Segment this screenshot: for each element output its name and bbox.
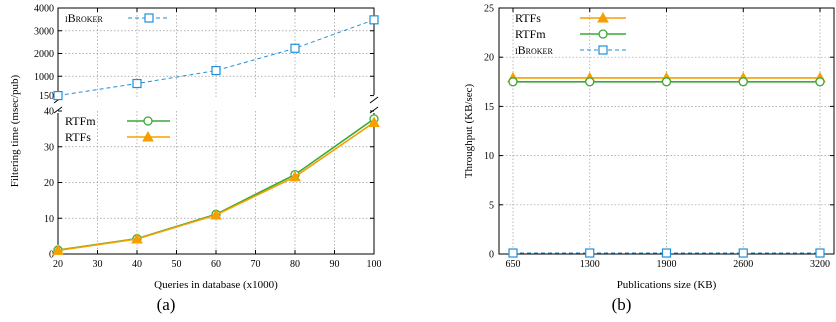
legend-a-label-rtfm: RTFm (65, 114, 96, 128)
xtick-b-label: 650 (506, 259, 521, 270)
ytick-b-label: 5 (489, 200, 494, 211)
legend-a-marker-rtfs (142, 130, 154, 142)
ytick-a-upper-label: 150 (39, 91, 54, 102)
legend-a-label-rtfs: RTFs (65, 130, 91, 144)
x-axis-label-b: Publications size (KB) (617, 279, 717, 291)
xtick-b-label: 2600 (733, 259, 753, 270)
series-a-rtfs-point-0 (52, 244, 64, 255)
legend-b-marker-rtfs (597, 11, 609, 23)
chart-a: 150 1000 2000 3000 4000 0 10 20 30 40 20 30 40 50 60 70… (9, 4, 382, 315)
series-a-ibroker-point-0 (53, 90, 63, 101)
ytick-a-lower-label: 0 (49, 250, 54, 261)
y-axis-label-a: Filtering time (msec/pub) (9, 74, 21, 187)
y-axis-label-b: Throughput (KB/sec) (463, 83, 475, 178)
xtick-b-label: 3200 (810, 259, 830, 270)
series-a-rtfs-point-3 (289, 170, 301, 182)
xtick-a-label: 30 (93, 259, 103, 270)
panel-label-b: (b) (612, 295, 632, 314)
legend-b-marker-rtfm (598, 29, 608, 39)
xtick-a-label: 50 (172, 259, 182, 270)
ytick-a-upper-label: 2000 (34, 49, 54, 60)
xtick-a-label: 70 (251, 259, 261, 270)
series-a-ibroker-point-3 (290, 43, 300, 53)
xtick-a-label: 90 (330, 259, 340, 270)
xtick-a-label: 100 (367, 259, 382, 270)
legend-a-label-ibroker: iBroker (65, 11, 103, 25)
series-a-ibroker-point-4 (369, 15, 379, 25)
ytick-a-lower-label: 10 (44, 214, 54, 225)
series-a-rtfs-point-1 (131, 232, 143, 244)
x-axis-label-a: Queries in database (x1000) (154, 279, 278, 291)
ytick-b-label: 0 (489, 250, 494, 261)
xtick-a-label: 20 (53, 259, 63, 270)
series-b-rtfm-point-1 (585, 77, 595, 87)
ytick-a-upper-label: 4000 (34, 4, 54, 15)
series-a-rtfs-point-2 (210, 209, 222, 220)
xtick-a-label: 80 (290, 259, 300, 270)
legend-a-marker-rtfm (143, 116, 153, 126)
ytick-b-label: 20 (484, 53, 494, 64)
series-b-rtfm-point-4 (815, 77, 825, 87)
xtick-b-label: 1300 (580, 259, 600, 270)
series-b-ibroker-point-4 (815, 248, 825, 258)
xtick-a-label: 40 (132, 259, 142, 270)
ytick-a-lower-label: 30 (44, 142, 54, 153)
ytick-a-lower-label: 40 (44, 107, 54, 118)
xtick-b-label: 1900 (657, 259, 677, 270)
series-b-rtfm-point-0 (508, 77, 518, 87)
axis-break-right (369, 96, 379, 114)
series-b-ibroker-point-0 (508, 248, 518, 258)
series-b-ibroker-point-3 (738, 248, 748, 258)
chart-b: 0 5 10 15 20 25 650 1300 1900 2600 3200 RTFs RTFm iBr… (463, 4, 835, 314)
ytick-a-lower-label: 20 (44, 178, 54, 189)
ytick-b-label: 10 (484, 151, 494, 162)
ytick-a-upper-label: 1000 (34, 72, 54, 83)
legend-b-label-rtfs: RTFs (515, 11, 541, 25)
series-a-ibroker-point-1 (132, 78, 142, 89)
legend-a-marker-ibroker (144, 13, 154, 23)
series-b-ibroker-point-2 (661, 248, 672, 258)
legend-b-marker-ibroker (598, 45, 608, 55)
legend-b-label-rtfm: RTFm (515, 27, 546, 41)
series-b-rtfm-point-2 (661, 77, 672, 87)
series-a-rtfs-point-4 (368, 116, 380, 127)
ytick-b-label: 15 (484, 102, 494, 113)
series-a-ibroker-point-2 (211, 65, 221, 76)
ytick-b-label: 25 (484, 4, 494, 15)
xtick-a-label: 60 (211, 259, 221, 270)
ytick-a-upper-label: 3000 (34, 26, 54, 37)
panel-label-a: (a) (157, 295, 176, 314)
legend-b-label-ibroker: iBroker (515, 43, 553, 57)
series-b-rtfm-point-3 (738, 77, 748, 87)
axis-a-lower-frame (57, 113, 375, 255)
series-b-ibroker-point-1 (585, 248, 595, 258)
